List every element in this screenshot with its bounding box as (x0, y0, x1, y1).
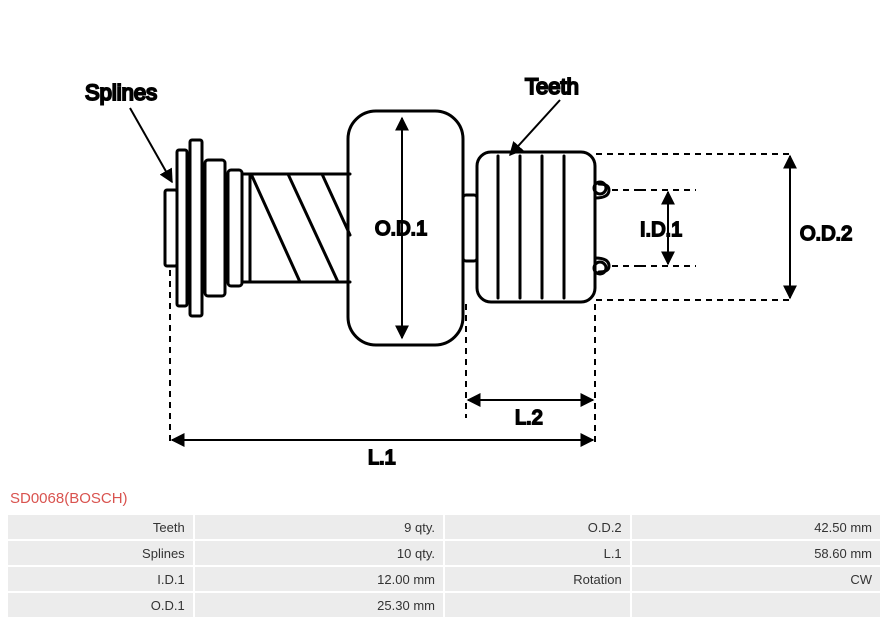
spec-key: Splines (8, 541, 193, 565)
spec-value: 9 qty. (195, 515, 443, 539)
spec-key: L.1 (445, 541, 630, 565)
label-id1: I.D.1 (640, 219, 682, 241)
spec-key: Teeth (8, 515, 193, 539)
table-row: Splines 10 qty. L.1 58.60 mm (8, 541, 880, 565)
label-l1: L.1 (368, 447, 396, 469)
spec-key (445, 593, 630, 617)
technical-diagram: Splines Teeth O.D.1 I.D.1 O.D.2 (0, 0, 889, 490)
spec-key: I.D.1 (8, 567, 193, 591)
table-row: O.D.1 25.30 mm (8, 593, 880, 617)
diagram-svg: Splines Teeth O.D.1 I.D.1 O.D.2 (0, 0, 889, 490)
label-l2: L.2 (515, 407, 543, 429)
dimension-lines: Splines Teeth O.D.1 I.D.1 O.D.2 (85, 74, 852, 469)
part-id-title: SD0068(BOSCH) (0, 490, 889, 513)
spec-value: 10 qty. (195, 541, 443, 565)
spec-table: Teeth 9 qty. O.D.2 42.50 mm Splines 10 q… (6, 513, 882, 619)
label-od1: O.D.1 (375, 218, 427, 240)
spec-value: 25.30 mm (195, 593, 443, 617)
label-od2: O.D.2 (800, 223, 852, 245)
spec-value: 42.50 mm (632, 515, 880, 539)
spec-key: O.D.1 (8, 593, 193, 617)
spec-key: O.D.2 (445, 515, 630, 539)
spec-value: CW (632, 567, 880, 591)
label-splines: Splines (85, 80, 157, 105)
spec-value: 12.00 mm (195, 567, 443, 591)
spec-key: Rotation (445, 567, 630, 591)
spec-value (632, 593, 880, 617)
table-row: I.D.1 12.00 mm Rotation CW (8, 567, 880, 591)
spec-value: 58.60 mm (632, 541, 880, 565)
label-teeth: Teeth (525, 74, 579, 99)
table-row: Teeth 9 qty. O.D.2 42.50 mm (8, 515, 880, 539)
